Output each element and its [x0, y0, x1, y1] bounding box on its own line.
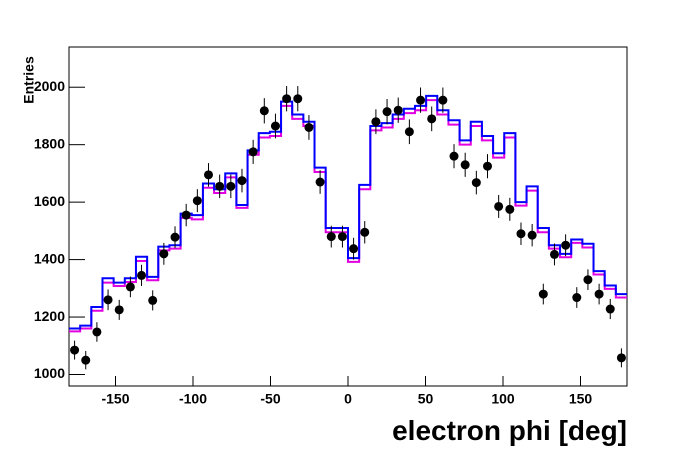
data-point [360, 227, 370, 237]
data-point [572, 293, 582, 303]
data-point [170, 232, 180, 242]
data-point [427, 114, 437, 124]
data-point [148, 295, 158, 305]
data-point [527, 230, 537, 240]
data-point [382, 107, 392, 117]
data-point [326, 232, 336, 242]
data-point [114, 305, 124, 315]
data-point [349, 244, 359, 254]
data-point [259, 106, 269, 116]
data-point [594, 289, 604, 299]
data-point [538, 289, 548, 299]
data-point [304, 122, 314, 132]
data-point [70, 345, 80, 355]
x-tick-label: 100 [491, 391, 515, 407]
x-tick-label: 150 [569, 391, 593, 407]
histogram-line [69, 94, 627, 330]
data-point [416, 95, 426, 105]
y-tick-label: 1000 [34, 365, 65, 381]
data-point [181, 210, 191, 220]
x-tick-label: -100 [179, 391, 207, 407]
data-point [337, 232, 347, 242]
y-tick-label: 1200 [34, 308, 65, 324]
data-point [81, 355, 91, 365]
data-point [248, 147, 258, 157]
data-point [561, 240, 571, 250]
y-tick-label: 1400 [34, 250, 65, 266]
x-axis-label: electron phi [deg] [392, 415, 627, 446]
data-point [293, 94, 303, 104]
x-tick-label: -50 [260, 391, 280, 407]
x-tick-label: -150 [101, 391, 129, 407]
data-point [616, 353, 626, 363]
data-point [125, 282, 135, 292]
data-point [483, 161, 492, 171]
y-tick-label: 1800 [34, 135, 65, 151]
data-point [438, 95, 448, 105]
y-tick-label: 2000 [34, 78, 65, 94]
x-tick-label: 50 [418, 391, 434, 407]
data-point [516, 229, 526, 239]
data-point [449, 151, 459, 161]
data-point [605, 304, 615, 314]
data-point [471, 178, 481, 188]
y-tick-label: 1600 [34, 193, 65, 209]
data-point [103, 295, 113, 305]
data-point [583, 275, 593, 285]
y-axis-label: Entries [21, 56, 37, 104]
data-point [192, 196, 202, 206]
data-point [404, 127, 414, 137]
data-point [270, 121, 280, 131]
data-point [282, 94, 292, 104]
data-point [204, 170, 213, 180]
data-point [549, 249, 559, 259]
x-tick-label: 0 [344, 391, 352, 407]
data-point [159, 249, 169, 259]
data-point [505, 204, 515, 214]
data-point [315, 177, 325, 187]
data-point [237, 176, 247, 186]
data-point [460, 160, 470, 170]
data-point [393, 105, 403, 115]
data-point [137, 270, 147, 280]
data-point [371, 117, 381, 127]
data-point [215, 181, 225, 191]
data-point [92, 327, 102, 337]
data-point [226, 181, 236, 191]
data-point [494, 201, 504, 211]
